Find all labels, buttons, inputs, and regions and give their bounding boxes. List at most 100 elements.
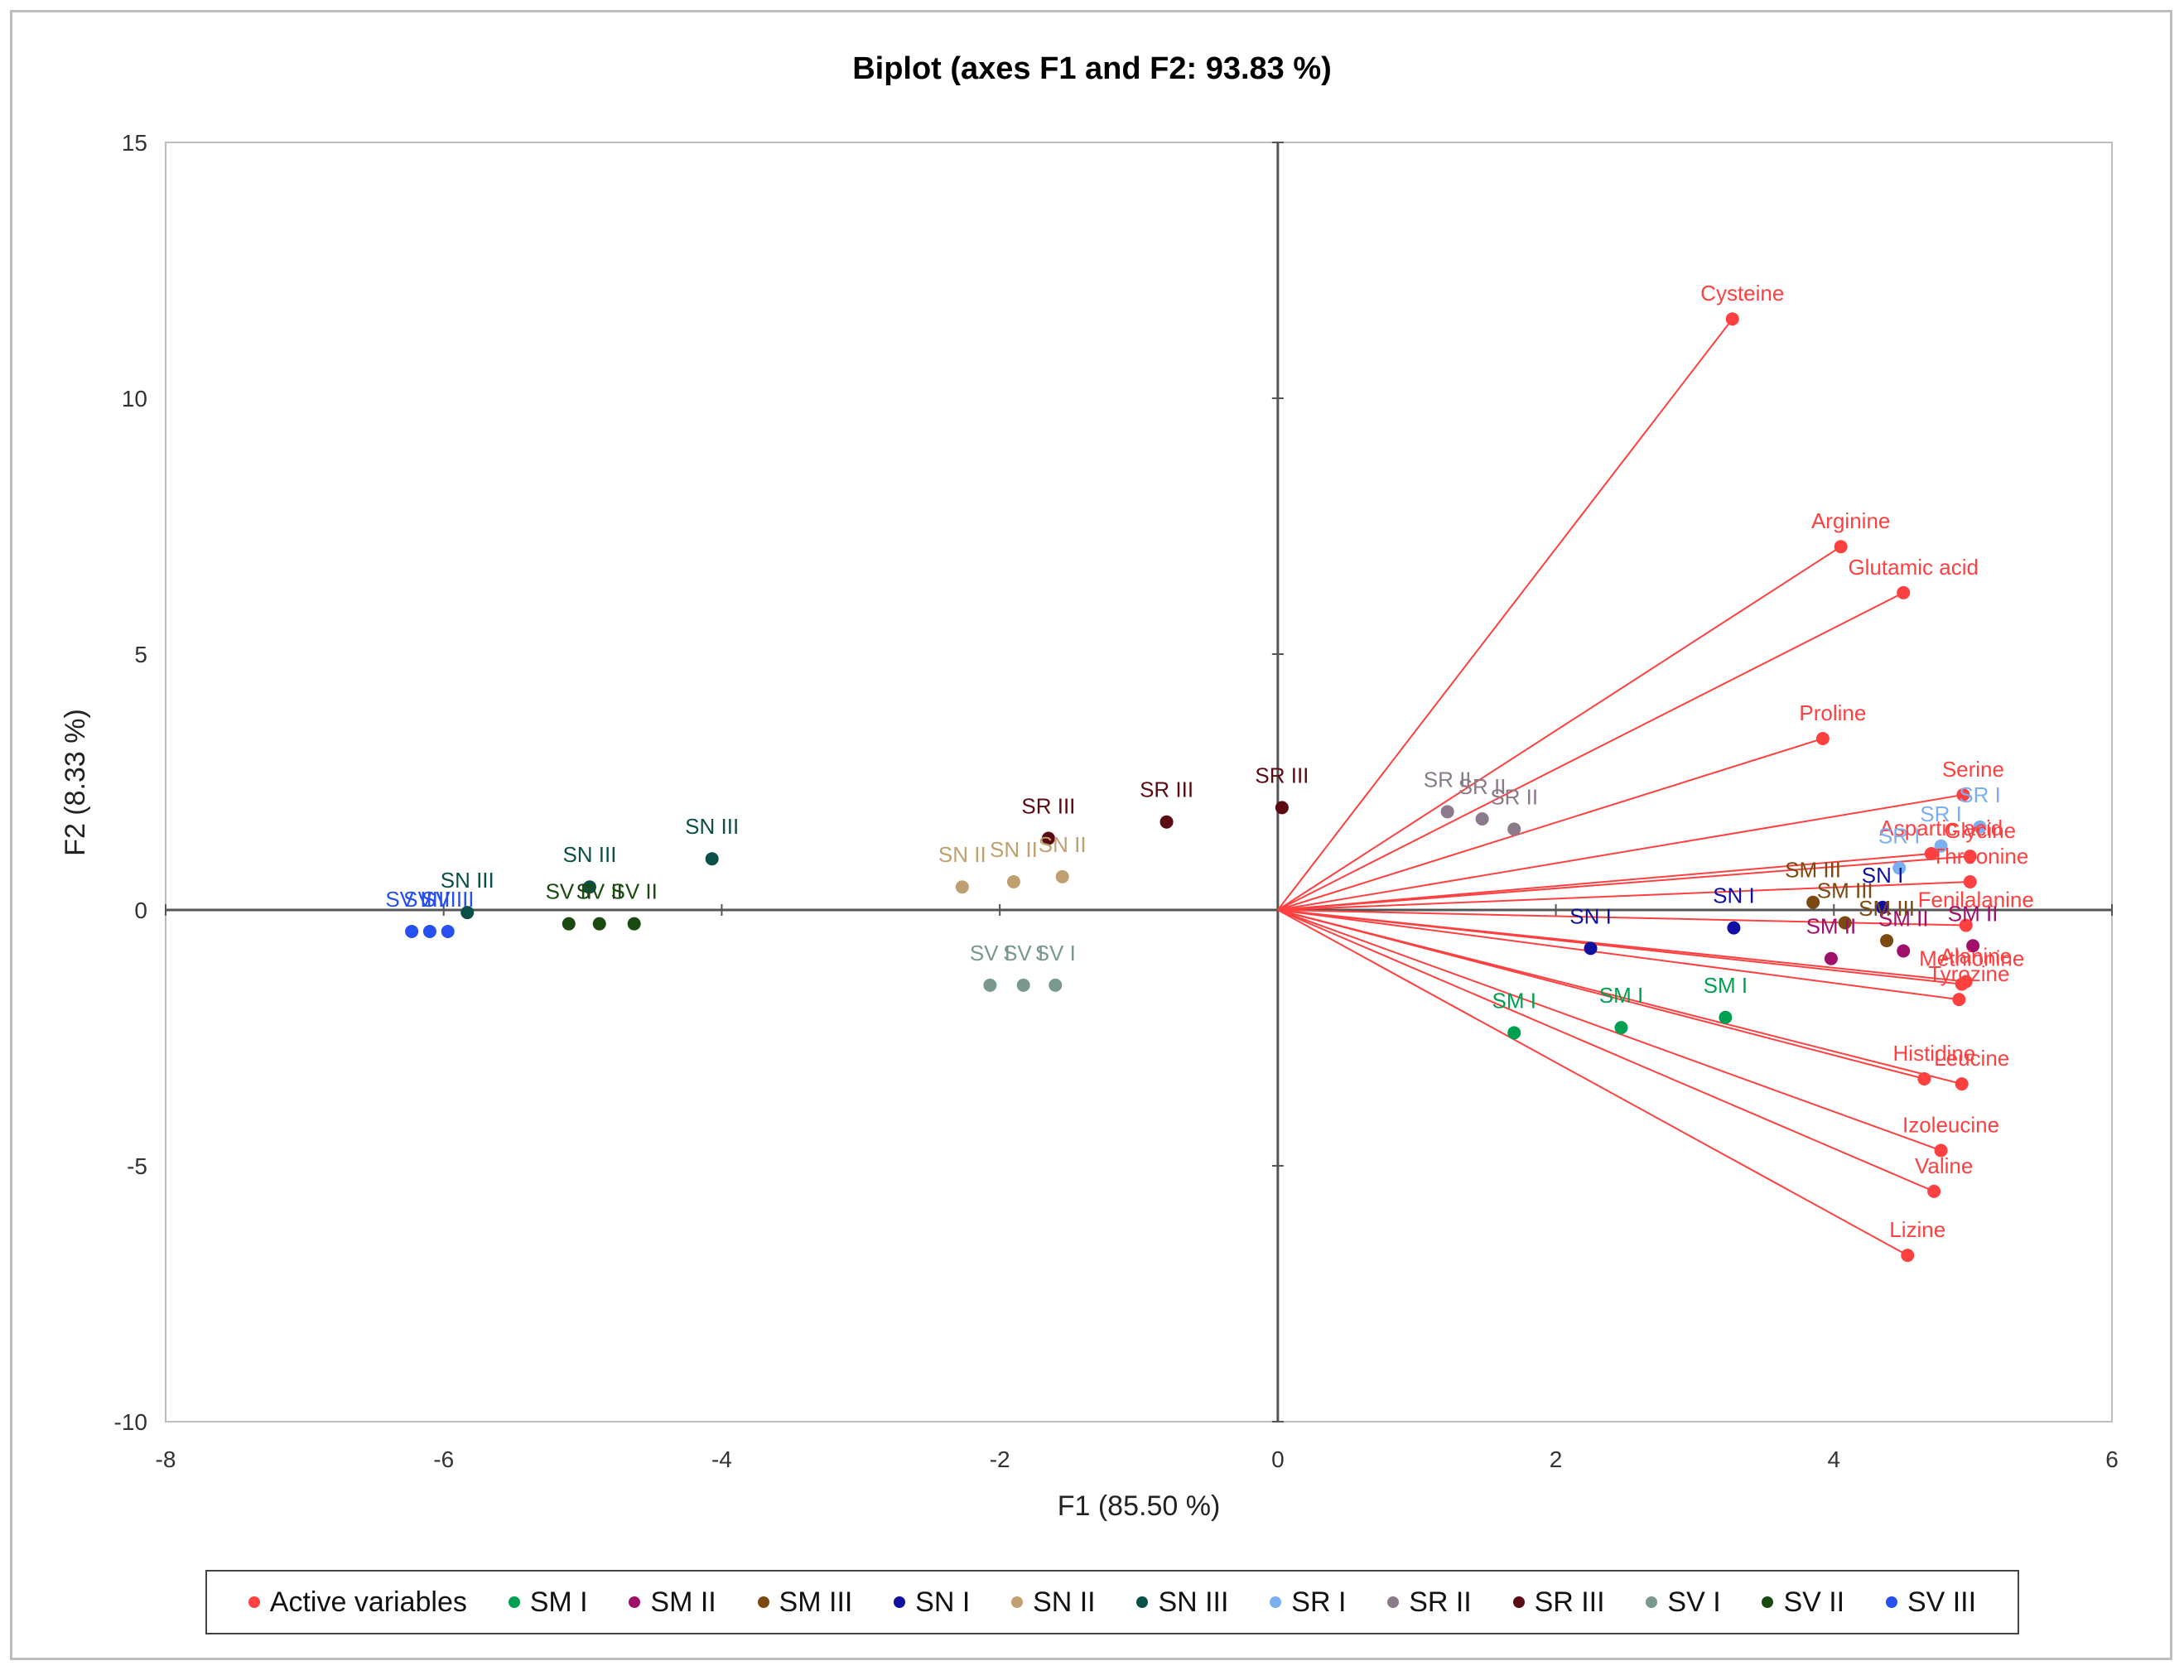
observation-label: SV I	[1035, 941, 1076, 965]
observation-point	[1507, 822, 1521, 836]
legend-item: SN III	[1136, 1586, 1228, 1619]
point-labels: Cysteine Arginine Glutamic acid Proline Seri…	[385, 281, 2034, 1242]
y-axis-label: F2 (8.33 %)	[60, 709, 91, 856]
legend-item: SN I	[894, 1586, 970, 1619]
variable-point	[1956, 787, 1970, 801]
variable-point	[1952, 993, 1966, 1007]
legend-label: SM III	[779, 1586, 853, 1618]
observation-label: SN II	[1039, 832, 1087, 857]
observation-point	[1897, 944, 1911, 958]
variable-label: Aspartic acid	[1879, 816, 2003, 840]
observation-label: SN II	[990, 837, 1038, 862]
observation-label: SM III	[1817, 878, 1873, 903]
observation-label: SR I	[1959, 782, 2001, 807]
variable-point	[1897, 585, 1911, 599]
y-tick-label: -5	[127, 1153, 147, 1179]
variable-point	[1924, 847, 1938, 861]
legend-label: SM I	[529, 1586, 588, 1618]
observation-point	[1016, 978, 1030, 992]
legend-label: SM II	[650, 1586, 716, 1618]
observation-label: SN III	[685, 814, 739, 839]
legend-marker	[1885, 1596, 1897, 1608]
variable-vector	[1277, 738, 1824, 911]
observation-point	[1880, 934, 1894, 948]
variable-point	[1959, 918, 1973, 932]
observation-point	[1973, 820, 1987, 834]
observation-label: SR III	[1021, 793, 1075, 818]
chart-title: Biplot (axes F1 and F2: 93.83 %)	[852, 51, 1332, 86]
observation-point	[562, 917, 576, 931]
legend-marker	[248, 1596, 260, 1608]
legend-label: SV I	[1667, 1586, 1721, 1618]
observation-point	[1727, 921, 1741, 935]
observation-label: SN II	[938, 842, 986, 867]
legend-label: SV II	[1783, 1586, 1845, 1618]
variable-point	[1927, 1184, 1941, 1198]
legend-item: SR III	[1512, 1586, 1605, 1619]
observation-label: SN I	[1862, 863, 1904, 888]
variable-vector	[1277, 909, 1962, 1086]
observation-point	[1440, 805, 1454, 819]
y-tick-label: 0	[134, 898, 147, 923]
x-tick-label: 4	[1827, 1447, 1840, 1472]
variable-vector	[1277, 855, 1970, 911]
legend-item: SV III	[1885, 1586, 1976, 1619]
variable-label: Glutamic acid	[1848, 555, 1979, 580]
legend-label: SR I	[1291, 1586, 1347, 1618]
observation-label: SM I	[1492, 988, 1536, 1013]
observation-label: SM II	[1948, 901, 1998, 926]
observation-point	[1614, 1021, 1628, 1035]
variable-vector	[1277, 909, 1960, 1001]
observation-point	[592, 917, 606, 931]
variable-label: Valine	[1915, 1153, 1973, 1178]
observation-point	[1806, 895, 1820, 909]
variable-point	[1725, 312, 1739, 326]
legend-marker	[1512, 1596, 1525, 1608]
observation-point	[1041, 831, 1055, 845]
legend-marker	[1387, 1596, 1400, 1608]
x-tick-label: -8	[156, 1447, 176, 1472]
y-tick-label: 15	[122, 130, 147, 156]
observation-label: SM III	[1859, 896, 1915, 921]
observation-point	[705, 852, 719, 866]
observation-label: SR I	[1878, 823, 1921, 848]
legend-label: SR III	[1534, 1586, 1605, 1618]
variable-vector	[1277, 909, 1941, 1152]
observation-label: SN I	[1569, 903, 1612, 928]
legend-marker	[757, 1596, 769, 1608]
x-tick-label: 6	[2105, 1447, 2119, 1472]
variable-vectors	[1277, 312, 1977, 1263]
y-tick-label: -10	[114, 1409, 147, 1435]
axes-layer: -8 -6 -4 -2 0 2 4 6 15 10 5 0 -5 -10	[114, 130, 2119, 1472]
observation-label: SR I	[1920, 801, 1962, 826]
legend-marker	[629, 1596, 641, 1608]
legend-label: Active variables	[269, 1586, 467, 1618]
legend-label: SN II	[1033, 1586, 1096, 1618]
x-tick-label: -2	[990, 1447, 1010, 1472]
observation-label: SR II	[1490, 784, 1538, 809]
observation-point	[582, 880, 596, 894]
observation-label: SM II	[1878, 906, 1929, 931]
variable-label: Threonine	[1931, 844, 2028, 869]
plot-area	[165, 142, 2113, 1422]
variable-label: Fenilalanine	[1918, 888, 2034, 912]
x-tick-label: -4	[711, 1447, 732, 1472]
variable-label: Izoleucine	[1902, 1112, 1999, 1137]
legend-marker	[508, 1596, 520, 1608]
legend-label: SN I	[915, 1586, 971, 1618]
observation-point	[422, 924, 436, 938]
legend-item: SV I	[1646, 1586, 1721, 1619]
legend-item: SM I	[508, 1586, 588, 1619]
variable-point	[1963, 875, 1977, 889]
variable-label: Leucine	[1934, 1046, 2009, 1071]
y-tick-label: 10	[122, 386, 147, 412]
variable-label: Histidine	[1893, 1041, 1976, 1066]
observation-point	[460, 906, 475, 920]
variable-vector	[1277, 793, 1964, 911]
x-tick-label: 2	[1550, 1447, 1563, 1472]
observation-label: SN III	[441, 868, 494, 893]
variable-label: Alanine	[1940, 944, 2012, 969]
observation-point	[405, 924, 419, 938]
observation-point	[441, 924, 455, 938]
